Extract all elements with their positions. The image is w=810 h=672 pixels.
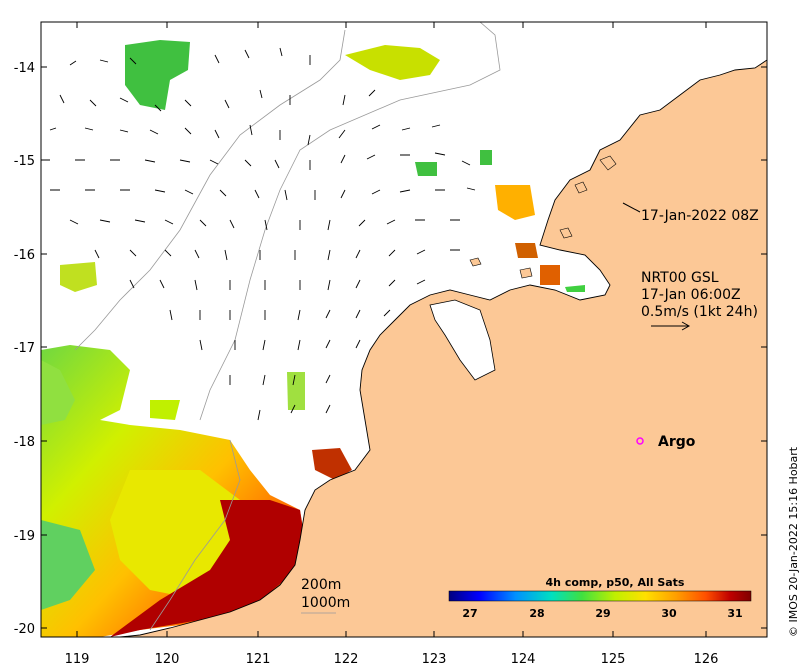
y-tick-label: -14 [14,61,35,76]
current-vectors [41,47,476,421]
colorbar-bar [448,590,752,602]
plot-frame [40,21,768,638]
current-scale-label: 0.5m/s (1kt 24h) [641,304,758,320]
y-tick-label: -20 [14,622,35,637]
current-time-label: 17-Jan 06:00Z [641,287,741,303]
y-tick-label: -19 [14,529,35,544]
x-tick-label: 122 [334,652,359,667]
colorbar-tick: 31 [727,607,742,620]
x-tick-label: 119 [65,652,90,667]
x-tick-label: 125 [601,652,626,667]
sea-inlet [429,299,496,381]
y-tick-label: -18 [14,435,35,450]
x-tick-label: 126 [694,652,719,667]
land-mass [119,59,767,637]
colorbar-tick: 29 [595,607,610,620]
islands [469,155,617,279]
colorbar-title: 4h comp, p50, All Sats [546,576,685,589]
current-source-label: NRT00 GSL [641,270,719,286]
colorbar-tick: 27 [462,607,477,620]
current-scale-arrow [651,321,691,331]
copyright-credit: © IMOS 20-Jan-2022 15:16 Hobart [787,446,800,637]
x-tick-label: 120 [155,652,180,667]
y-axis: -14 -15 -16 -17 -18 -19 -20 [14,61,767,637]
y-tick-label: -17 [14,341,35,356]
colorbar-tick: 28 [529,607,544,620]
x-tick-label: 121 [246,652,271,667]
x-tick-label: 124 [511,652,536,667]
contour-1000-label: 1000m [301,595,350,611]
plot-area [41,22,767,637]
timestamp-label: 17-Jan-2022 08Z [641,208,759,224]
argo-marker [636,437,644,445]
y-tick-label: -15 [14,154,35,169]
timestamp-leader [622,202,641,213]
contour-200-label: 200m [301,577,341,593]
sst-patches [41,40,585,637]
colorbar-tick: 30 [661,607,677,620]
colorbar: 4h comp, p50, All Sats 27 28 29 30 31 [448,576,752,620]
y-tick-label: -16 [14,248,35,263]
argo-label: Argo [658,434,696,450]
x-axis: 119 120 121 122 123 124 125 126 [65,22,719,667]
x-tick-label: 123 [422,652,447,667]
